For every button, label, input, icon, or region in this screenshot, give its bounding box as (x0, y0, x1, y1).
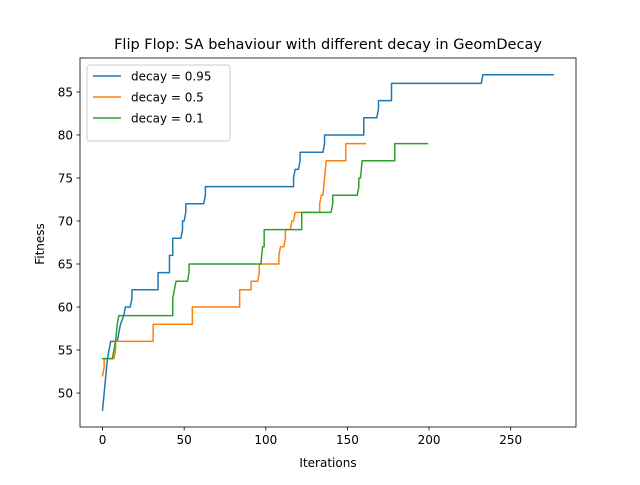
x-axis-label: Iterations (299, 456, 356, 470)
y-tick-label: 60 (58, 300, 73, 314)
y-tick-label: 85 (58, 85, 73, 99)
y-tick-label: 55 (58, 343, 73, 357)
x-tick-label: 150 (336, 433, 359, 447)
x-tick-label: 250 (499, 433, 522, 447)
legend: decay = 0.95 decay = 0.5 decay = 0.1 (87, 65, 230, 141)
y-tick-label: 65 (58, 257, 73, 271)
chart-title: Flip Flop: SA behaviour with different d… (114, 37, 542, 53)
y-axis-label: Fitness (33, 223, 47, 265)
legend-label-0: decay = 0.95 (131, 69, 211, 83)
x-tick-label: 200 (418, 433, 441, 447)
y-tick-label: 75 (58, 171, 73, 185)
x-tick-label: 50 (177, 433, 192, 447)
x-tick-label: 100 (254, 433, 277, 447)
y-tick-label: 80 (58, 128, 73, 142)
y-tick-label: 70 (58, 214, 73, 228)
y-tick-label: 50 (58, 386, 73, 400)
legend-label-1: decay = 0.5 (131, 90, 204, 104)
x-tick-label: 0 (99, 433, 107, 447)
legend-label-2: decay = 0.1 (131, 111, 204, 125)
